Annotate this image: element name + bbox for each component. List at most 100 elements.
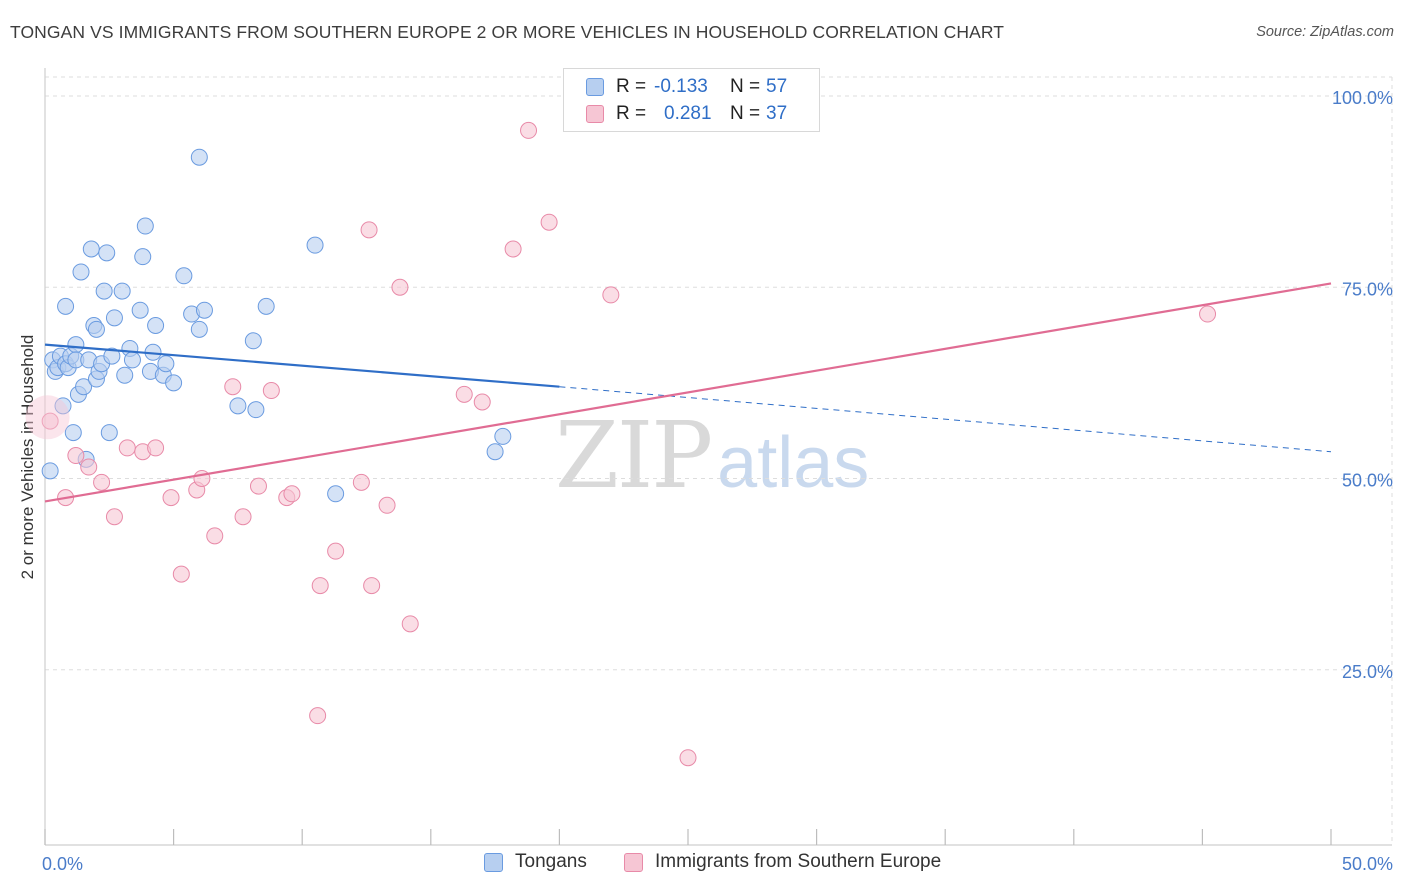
gridlines xyxy=(45,76,1393,845)
immigrant-point xyxy=(162,489,180,507)
immigrant-point xyxy=(679,749,697,767)
tongan-point xyxy=(247,401,265,419)
n-value: 57 xyxy=(766,76,788,97)
tongan-point xyxy=(105,309,123,327)
tick-labels: 25.0% 50.0% 75.0% 100.0% 0.0% 50.0% xyxy=(42,88,1393,874)
immigrant-point xyxy=(352,473,370,491)
n-value: 37 xyxy=(766,103,788,124)
immigrant-trend-line xyxy=(44,282,1332,503)
r-label: R = xyxy=(616,103,647,124)
tongan-point xyxy=(190,320,208,338)
tongan-point xyxy=(64,424,82,442)
n-label: N = xyxy=(730,103,761,124)
immigrant-point xyxy=(147,439,165,457)
immigrant-point xyxy=(455,385,473,403)
immigrant-point xyxy=(41,412,59,430)
immigrant-point xyxy=(105,508,123,526)
immigrant-point xyxy=(262,382,280,400)
axes xyxy=(44,68,1392,846)
tongan-point xyxy=(257,297,275,315)
legend-swatch-pink xyxy=(624,852,643,872)
r-value: -0.133 xyxy=(654,76,708,97)
n-label: N = xyxy=(730,76,761,97)
tongan-point xyxy=(229,397,247,415)
tongan-point xyxy=(87,320,105,338)
tongan-point xyxy=(82,240,100,258)
immigrant-point xyxy=(327,542,345,560)
immigrant-point xyxy=(93,473,111,491)
immigrant-point xyxy=(224,378,242,396)
tongan-point xyxy=(67,336,85,354)
legend-item-tongans: Tongans xyxy=(484,851,587,873)
tongan-point xyxy=(327,485,345,503)
legend-label: Immigrants from Southern Europe xyxy=(655,851,942,872)
legend-swatch-blue xyxy=(484,852,503,872)
y-tick-label: 25.0% xyxy=(1342,662,1393,682)
tongan-point xyxy=(244,332,262,350)
legend-row-tongans: R = -0.133 N = 57 xyxy=(586,75,787,99)
tongan-point xyxy=(103,347,121,365)
tongan-point xyxy=(136,217,154,235)
tongan-point xyxy=(165,374,183,392)
x-tick-label: 50.0% xyxy=(1342,854,1393,874)
immigrant-point xyxy=(504,240,522,258)
immigrant-point xyxy=(118,439,136,457)
trend-lines xyxy=(44,282,1332,503)
immigrant-point xyxy=(172,565,190,583)
tongan-point xyxy=(190,148,208,166)
correlation-legend: R = -0.133 N = 57 R = 0.281 N = 37 xyxy=(563,68,820,132)
immigrant-point xyxy=(401,615,419,633)
tongan-point xyxy=(41,462,59,480)
legend-swatch-pink xyxy=(586,105,604,123)
immigrant-point xyxy=(378,496,396,514)
tongan-point xyxy=(54,397,72,415)
immigrant-point xyxy=(311,577,329,595)
x-tick-label: 0.0% xyxy=(42,854,83,874)
legend-item-immigrants: Immigrants from Southern Europe xyxy=(624,851,941,873)
source-label: Source: ZipAtlas.com xyxy=(1256,24,1394,40)
immigrant-point xyxy=(234,508,252,526)
immigrant-point xyxy=(540,213,558,231)
tongan-point xyxy=(147,317,165,334)
tongan-point xyxy=(131,301,149,319)
immigrant-point-cluster xyxy=(25,395,70,440)
legend-label: Tongans xyxy=(515,851,587,872)
y-tick-label: 50.0% xyxy=(1342,471,1393,491)
immigrant-point xyxy=(473,393,491,411)
immigrant-point xyxy=(602,286,620,304)
tongan-point xyxy=(116,366,134,384)
immigrant-point xyxy=(1199,305,1217,323)
tongan-point xyxy=(157,355,175,373)
tongan-point xyxy=(134,248,152,266)
tongan-point xyxy=(113,282,131,300)
r-label: R = xyxy=(616,76,647,97)
immigrant-point xyxy=(283,485,301,503)
y-tick-label: 100.0% xyxy=(1332,88,1393,108)
immigrant-point xyxy=(206,527,224,545)
legend-row-immigrants: R = 0.281 N = 37 xyxy=(586,102,787,126)
tongan-point xyxy=(494,427,512,445)
tongan-point xyxy=(123,351,141,369)
immigrant-point xyxy=(80,458,98,476)
r-value: 0.281 xyxy=(664,103,712,124)
tongan-point xyxy=(195,301,213,319)
legend-swatch-blue xyxy=(586,78,604,96)
immigrant-point xyxy=(67,447,85,465)
tongan-trend-extension xyxy=(559,386,1332,453)
tongan-point xyxy=(72,263,90,281)
series-legend: Tongans Immigrants from Southern Europe xyxy=(0,851,1406,877)
data-points xyxy=(25,121,1217,767)
tongan-point xyxy=(75,378,93,396)
tongan-point xyxy=(175,267,193,285)
immigrant-point xyxy=(360,221,378,239)
immigrant-point xyxy=(249,477,267,495)
tongan-point xyxy=(95,282,113,300)
immigrant-point xyxy=(391,278,409,296)
tongan-point xyxy=(486,443,504,461)
y-tick-label: 75.0% xyxy=(1342,279,1393,299)
tongan-point xyxy=(100,424,118,442)
immigrant-point xyxy=(520,121,538,139)
chart-title: TONGAN VS IMMIGRANTS FROM SOUTHERN EUROP… xyxy=(10,22,1005,42)
tongan-trend-line xyxy=(44,343,560,388)
